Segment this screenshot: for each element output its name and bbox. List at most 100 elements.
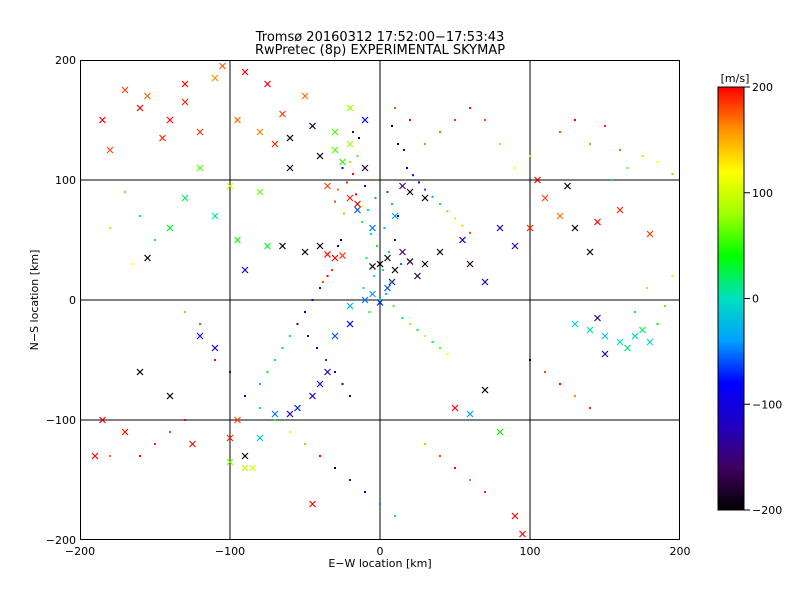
data-point-cross xyxy=(436,248,444,256)
data-point-dot xyxy=(439,347,441,349)
data-point-cross xyxy=(279,110,286,118)
data-point-cross xyxy=(388,278,396,286)
data-point-cross xyxy=(346,302,354,310)
data-point-cross xyxy=(196,332,204,340)
data-point-dot xyxy=(184,311,186,313)
data-point-dot xyxy=(322,281,324,283)
data-point-cross xyxy=(571,320,579,328)
data-point-cross xyxy=(189,440,196,448)
data-point-cross xyxy=(511,242,519,250)
data-point-cross xyxy=(624,344,631,352)
data-point-dot xyxy=(169,431,171,433)
data-point-cross xyxy=(211,74,219,82)
data-point-cross xyxy=(466,260,474,268)
data-point-dot xyxy=(352,131,354,133)
data-point-dot xyxy=(388,251,390,253)
data-point-cross xyxy=(556,212,564,220)
data-point-cross xyxy=(354,200,361,208)
data-point-cross xyxy=(121,86,129,94)
y-tick-label: 100 xyxy=(55,174,76,187)
data-point-cross xyxy=(601,350,609,358)
y-axis-label: N−S location [km] xyxy=(28,250,41,351)
data-point-dot xyxy=(461,224,464,227)
colorbar-tick-label: 100 xyxy=(752,187,773,200)
data-point-dot xyxy=(424,443,426,445)
data-point-cross xyxy=(99,116,106,124)
data-point-cross xyxy=(331,128,339,136)
data-point-cross xyxy=(286,410,294,418)
data-point-dot xyxy=(656,323,659,325)
data-point-dot xyxy=(431,341,434,343)
colorbar-label: [m/s] xyxy=(721,72,750,85)
data-point-dot xyxy=(439,203,441,205)
data-point-dot xyxy=(346,181,348,184)
data-point-cross xyxy=(639,326,646,334)
data-point-cross xyxy=(241,266,249,274)
data-point-cross xyxy=(241,452,249,460)
data-point-cross xyxy=(234,416,241,424)
data-point-cross xyxy=(594,314,601,322)
data-point-dot xyxy=(424,143,426,145)
data-point-dot xyxy=(454,217,456,220)
data-point-dot xyxy=(529,359,531,361)
data-point-dot xyxy=(379,503,381,505)
data-point-dot xyxy=(334,467,336,469)
data-point-dot xyxy=(431,195,434,198)
data-point-cross xyxy=(369,224,376,232)
y-tick-label: −200 xyxy=(46,534,76,547)
data-point-cross xyxy=(414,272,421,280)
data-point-cross xyxy=(361,164,369,172)
data-point-dot xyxy=(334,200,336,203)
data-point-dot xyxy=(499,143,501,145)
data-point-cross xyxy=(309,500,316,508)
data-point-dot xyxy=(259,383,261,385)
data-point-dot xyxy=(439,455,441,457)
data-point-cross xyxy=(226,458,234,466)
colorbar xyxy=(717,86,745,511)
data-point-cross xyxy=(271,410,279,418)
data-point-dot xyxy=(484,119,486,121)
data-point-dot xyxy=(319,455,321,457)
data-point-dot xyxy=(349,395,351,397)
data-point-dot xyxy=(340,239,342,241)
data-point-dot xyxy=(574,119,576,121)
data-point-dot xyxy=(376,245,378,247)
data-point-cross xyxy=(331,332,339,340)
data-point-dot xyxy=(454,119,456,121)
data-point-cross xyxy=(324,368,331,376)
data-point-dot xyxy=(379,299,381,301)
data-point-dot xyxy=(400,263,402,265)
data-point-dot xyxy=(619,149,621,151)
data-point-cross xyxy=(361,296,369,304)
data-point-dot xyxy=(365,257,368,259)
data-point-dot xyxy=(439,131,441,133)
data-point-dot xyxy=(331,269,333,271)
data-point-cross xyxy=(369,262,376,270)
data-point-cross xyxy=(309,122,316,130)
data-point-cross xyxy=(309,392,316,400)
x-tick-label: −200 xyxy=(65,545,95,558)
y-tick-label: −100 xyxy=(46,414,76,427)
data-point-dot xyxy=(325,359,327,361)
data-point-cross xyxy=(91,452,99,460)
data-point-dot xyxy=(361,221,363,223)
data-point-dot xyxy=(319,287,321,289)
data-point-dot xyxy=(307,335,309,337)
data-point-dot xyxy=(361,205,363,208)
data-point-dot xyxy=(634,311,636,313)
data-point-cross xyxy=(376,260,384,268)
colorbar-tick-label: 200 xyxy=(752,81,773,94)
x-tick-label: 0 xyxy=(377,545,384,558)
data-point-dot xyxy=(364,491,366,493)
data-point-cross xyxy=(249,464,256,472)
data-point-dot xyxy=(371,179,374,181)
data-point-dot xyxy=(289,431,291,433)
data-point-dot xyxy=(304,311,306,313)
data-point-dot xyxy=(409,323,411,325)
data-point-cross xyxy=(234,116,241,124)
data-point-dot xyxy=(349,161,351,163)
data-point-dot xyxy=(316,347,318,349)
colorbar-ticks: 200 100 0 −100 −200 xyxy=(744,81,782,517)
data-point-dot xyxy=(514,167,516,169)
data-point-cross xyxy=(166,116,174,124)
